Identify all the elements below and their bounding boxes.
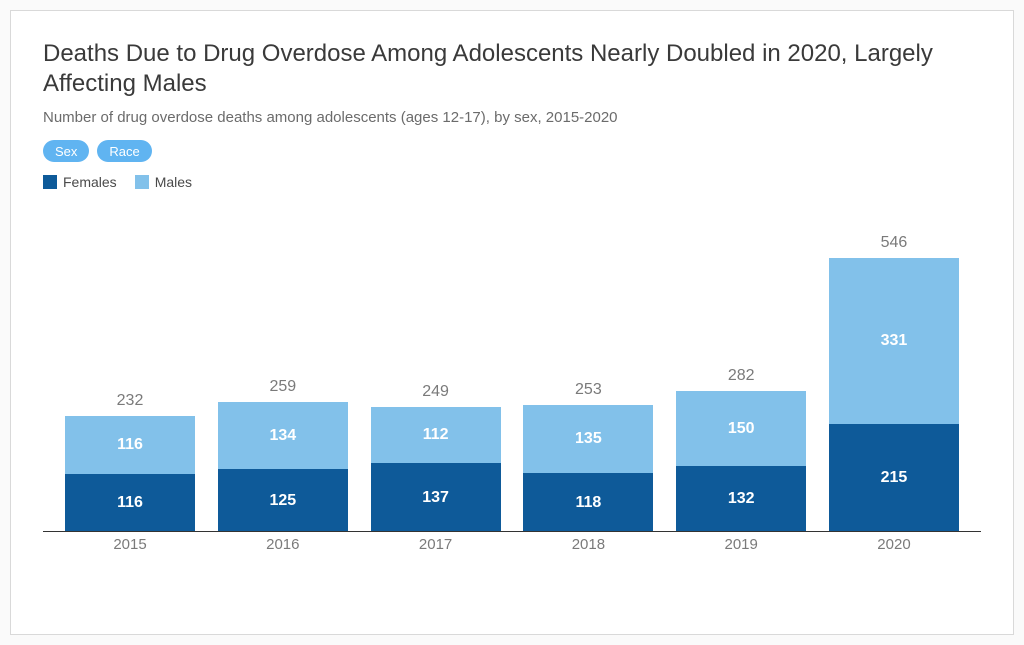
legend: Females Males — [43, 174, 981, 190]
stacked-bar: 112137 — [371, 407, 501, 532]
chart-title: Deaths Due to Drug Overdose Among Adoles… — [43, 39, 981, 99]
x-axis-label: 2017 — [371, 536, 501, 560]
bar-total-label: 232 — [117, 392, 144, 410]
bar-segment-males[interactable]: 134 — [218, 402, 348, 469]
bar-total-label: 249 — [422, 383, 449, 401]
bar-group-2019: 282 150132 — [676, 367, 806, 532]
bar-group-2015: 232 116116 — [65, 392, 195, 532]
bar-segment-males[interactable]: 112 — [371, 407, 501, 463]
bar-group-2016: 259 134125 — [218, 378, 348, 532]
x-axis-label: 2015 — [65, 536, 195, 560]
bar-segment-females[interactable]: 132 — [676, 466, 806, 532]
bar-segment-males[interactable]: 331 — [829, 258, 959, 424]
bar-segment-females[interactable]: 125 — [218, 469, 348, 532]
x-axis-label: 2016 — [218, 536, 348, 560]
bar-segment-males[interactable]: 150 — [676, 391, 806, 466]
tab-race[interactable]: Race — [97, 140, 151, 162]
x-axis-label: 2019 — [676, 536, 806, 560]
bars-row: 232 116116 259 134125 249 112137 253 135118 282 1… — [43, 200, 981, 532]
x-axis-labels: 2015 2016 2017 2018 2019 2020 — [43, 536, 981, 560]
legend-label-males: Males — [155, 174, 192, 190]
bar-total-label: 546 — [881, 234, 908, 252]
bar-segment-males[interactable]: 135 — [523, 405, 653, 473]
x-axis-line — [43, 531, 981, 532]
bar-group-2020: 546 331215 — [829, 234, 959, 532]
bar-segment-females[interactable]: 215 — [829, 424, 959, 532]
bar-segment-females[interactable]: 137 — [371, 463, 501, 532]
bar-segment-females[interactable]: 116 — [65, 474, 195, 532]
bar-total-label: 253 — [575, 381, 602, 399]
chart-card: Deaths Due to Drug Overdose Among Adoles… — [10, 10, 1014, 635]
legend-item-males: Males — [135, 174, 192, 190]
bar-total-label: 259 — [269, 378, 296, 396]
stacked-bar: 331215 — [829, 258, 959, 532]
legend-swatch-females — [43, 175, 57, 189]
legend-swatch-males — [135, 175, 149, 189]
stacked-bar: 134125 — [218, 402, 348, 532]
chart-subtitle: Number of drug overdose deaths among ado… — [43, 109, 981, 126]
bar-total-label: 282 — [728, 367, 755, 385]
bar-segment-females[interactable]: 118 — [523, 473, 653, 532]
bar-group-2017: 249 112137 — [371, 383, 501, 532]
legend-label-females: Females — [63, 174, 117, 190]
legend-item-females: Females — [43, 174, 117, 190]
chart-area: 232 116116 259 134125 249 112137 253 135118 282 1… — [43, 200, 981, 560]
x-axis-label: 2020 — [829, 536, 959, 560]
bar-group-2018: 253 135118 — [523, 381, 653, 532]
tab-bar: Sex Race — [43, 140, 981, 162]
tab-sex[interactable]: Sex — [43, 140, 89, 162]
bar-segment-males[interactable]: 116 — [65, 416, 195, 474]
x-axis-label: 2018 — [523, 536, 653, 560]
stacked-bar: 150132 — [676, 391, 806, 532]
stacked-bar: 135118 — [523, 405, 653, 532]
stacked-bar: 116116 — [65, 416, 195, 532]
